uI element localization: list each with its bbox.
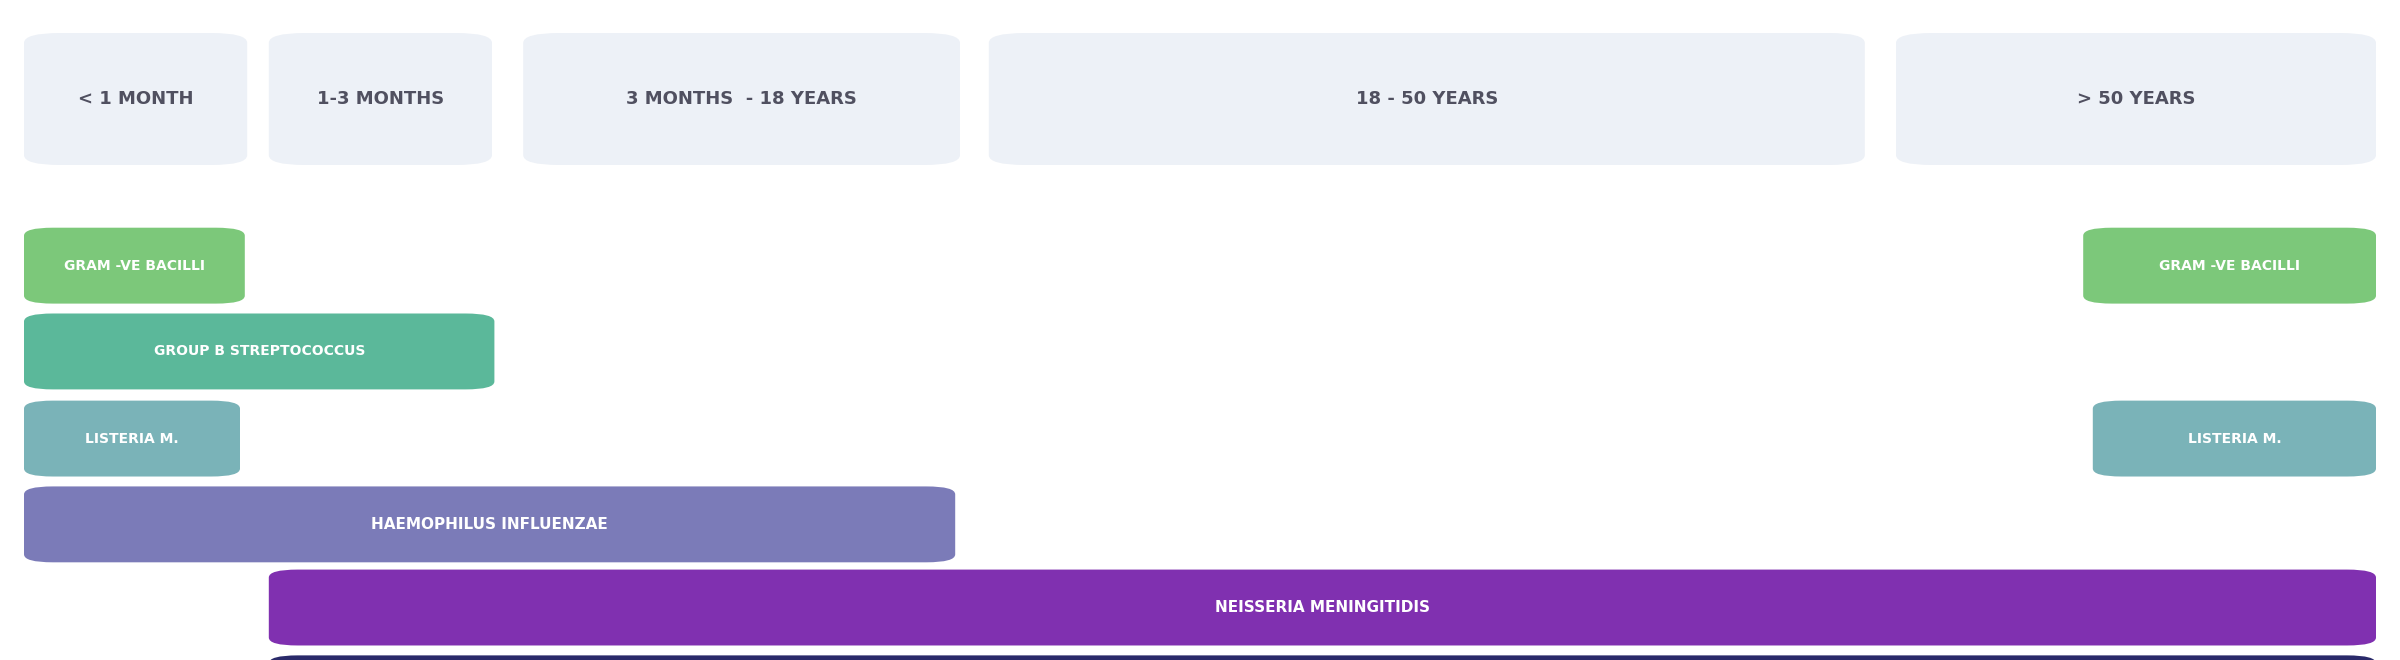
Text: GROUP B STREPTOCOCCUS: GROUP B STREPTOCOCCUS — [154, 345, 365, 358]
FancyBboxPatch shape — [24, 486, 955, 562]
Text: 3 MONTHS  - 18 YEARS: 3 MONTHS - 18 YEARS — [626, 90, 857, 108]
Text: GRAM -VE BACILLI: GRAM -VE BACILLI — [65, 259, 204, 273]
FancyBboxPatch shape — [269, 570, 2376, 645]
FancyBboxPatch shape — [24, 228, 245, 304]
FancyBboxPatch shape — [989, 33, 1865, 165]
Text: 18 - 50 YEARS: 18 - 50 YEARS — [1356, 90, 1498, 108]
Text: > 50 YEARS: > 50 YEARS — [2076, 90, 2196, 108]
Text: 1-3 MONTHS: 1-3 MONTHS — [317, 90, 444, 108]
Text: < 1 MONTH: < 1 MONTH — [77, 90, 194, 108]
FancyBboxPatch shape — [24, 314, 494, 389]
FancyBboxPatch shape — [24, 401, 240, 477]
Text: HAEMOPHILUS INFLUENZAE: HAEMOPHILUS INFLUENZAE — [372, 517, 607, 532]
FancyBboxPatch shape — [24, 33, 247, 165]
FancyBboxPatch shape — [2093, 401, 2376, 477]
Text: GRAM -VE BACILLI: GRAM -VE BACILLI — [2160, 259, 2299, 273]
FancyBboxPatch shape — [269, 655, 2376, 660]
Text: NEISSERIA MENINGITIDIS: NEISSERIA MENINGITIDIS — [1214, 600, 1430, 615]
FancyBboxPatch shape — [269, 33, 492, 165]
FancyBboxPatch shape — [523, 33, 960, 165]
Text: LISTERIA M.: LISTERIA M. — [2186, 432, 2282, 446]
FancyBboxPatch shape — [2083, 228, 2376, 304]
FancyBboxPatch shape — [1896, 33, 2376, 165]
Text: LISTERIA M.: LISTERIA M. — [84, 432, 180, 446]
